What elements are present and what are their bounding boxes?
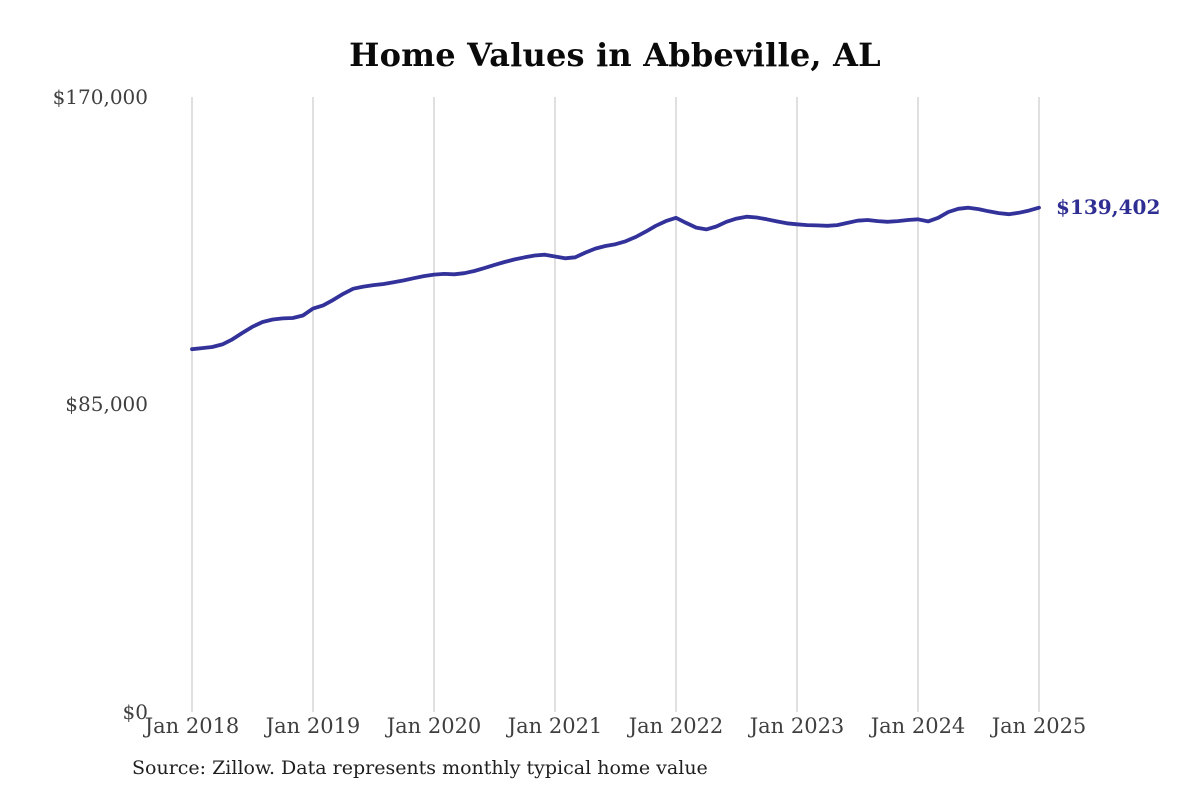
y-axis-tick-label: $85,000 bbox=[65, 392, 148, 416]
y-axis-tick-label: $170,000 bbox=[52, 85, 148, 109]
x-axis-tick-label: Jan 2025 bbox=[991, 714, 1087, 738]
x-axis-tick-label: Jan 2018 bbox=[144, 714, 240, 738]
x-axis-tick-label: Jan 2024 bbox=[870, 714, 966, 738]
chart-title: Home Values in Abbeville, AL bbox=[349, 36, 881, 74]
x-axis-tick-label: Jan 2020 bbox=[386, 714, 482, 738]
x-axis-tick-label: Jan 2021 bbox=[507, 714, 603, 738]
home-value-line bbox=[190, 205, 1041, 352]
y-axis-tick-label: $0 bbox=[122, 700, 148, 724]
x-axis-tick-label: Jan 2022 bbox=[628, 714, 724, 738]
x-axis-tick-label: Jan 2019 bbox=[265, 714, 361, 738]
latest-value-label: $139,402 bbox=[1056, 194, 1161, 219]
x-axis-tick-label: Jan 2023 bbox=[749, 714, 845, 738]
source-note: Source: Zillow. Data represents monthly … bbox=[132, 757, 708, 779]
